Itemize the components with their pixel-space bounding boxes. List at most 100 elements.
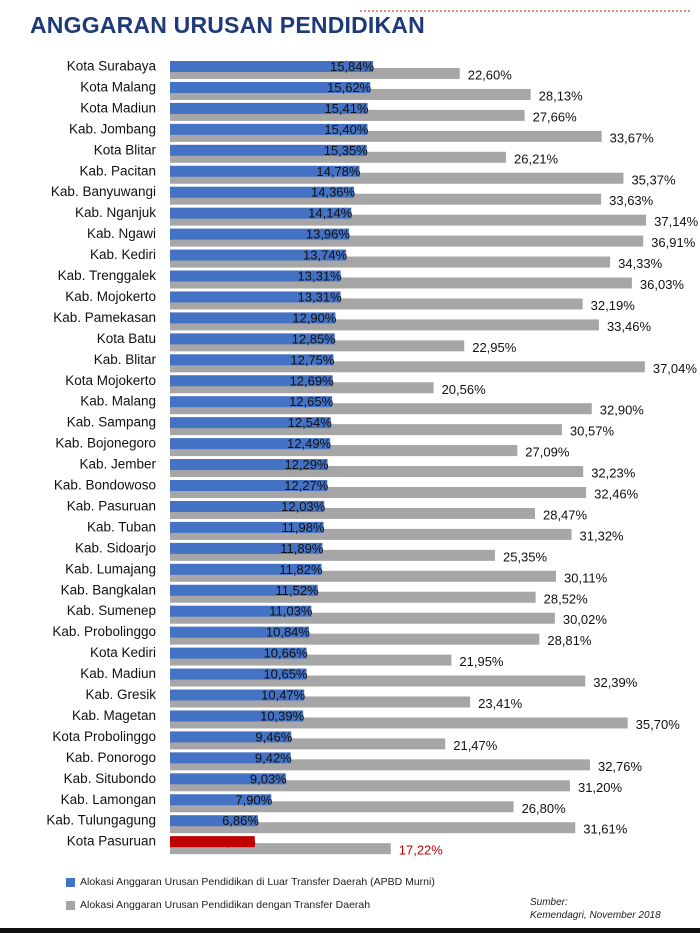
legend-label-transfer: Alokasi Anggaran Urusan Pendidikan denga…: [80, 899, 371, 911]
bar-apbd: [170, 186, 355, 198]
category-label: Kab. Ponorogo: [66, 750, 156, 765]
value-label-transfer: 21,95%: [459, 654, 504, 669]
category-label: Kab. Banyuwangi: [51, 184, 156, 199]
value-label-transfer: 25,35%: [503, 549, 548, 564]
value-label-transfer: 27,66%: [533, 109, 578, 124]
bar-transfer: [170, 403, 592, 415]
bar-apbd: [170, 438, 331, 450]
value-label-apbd: 13,74%: [303, 248, 348, 263]
legend-swatch-apbd: [66, 877, 75, 887]
value-label-apbd: 15,62%: [327, 80, 372, 95]
value-label-transfer: 32,76%: [598, 759, 643, 774]
source-text: Kemendagri, November 2018: [530, 910, 661, 921]
category-label: Kab. Lumajang: [65, 561, 156, 576]
category-label: Kab. Magetan: [72, 708, 156, 723]
bar-transfer: [170, 633, 540, 645]
bar-transfer: [170, 235, 644, 247]
bar-transfer: [170, 507, 535, 519]
category-label: Kab. Jombang: [69, 121, 156, 136]
value-label-transfer: 31,20%: [578, 780, 623, 795]
bar-transfer: [170, 591, 536, 603]
value-label-apbd: 15,84%: [330, 59, 375, 74]
value-label-transfer: 28,81%: [547, 633, 592, 648]
value-label-apbd: 11,89%: [280, 541, 324, 556]
category-label: Kab. Nganjuk: [75, 205, 156, 220]
bar-transfer: [170, 528, 572, 540]
bar-transfer: [170, 570, 557, 582]
category-label: Kab. Madiun: [80, 666, 156, 681]
bar-transfer: [170, 424, 562, 436]
bar-apbd: [170, 81, 371, 93]
category-label: Kab. Jember: [79, 457, 156, 472]
value-label-transfer: 33,63%: [609, 193, 654, 208]
bar-apbd: [170, 228, 349, 240]
bar-apbd: [170, 773, 286, 785]
value-label-apbd: 10,65%: [263, 667, 308, 682]
bar-apbd: [170, 375, 333, 387]
bar-apbd: [170, 584, 318, 596]
value-label-transfer: 36,03%: [640, 277, 685, 292]
value-label-apbd: 12,29%: [284, 457, 329, 472]
category-label: Kab. Lamongan: [61, 792, 156, 807]
bar-apbd: [170, 794, 272, 806]
value-label-apbd: 15,35%: [324, 143, 369, 158]
category-label: Kab. Tuban: [87, 519, 156, 534]
bar-transfer: [170, 717, 628, 729]
bar-apbd: [170, 626, 309, 638]
value-label-apbd: 11,82%: [279, 562, 323, 577]
bar-apbd: [170, 542, 323, 554]
bar-apbd: [170, 61, 374, 72]
value-label-transfer: 31,61%: [583, 822, 628, 837]
bar-transfer: [170, 193, 602, 205]
bar-transfer: [170, 172, 624, 184]
value-label-transfer: 32,19%: [591, 298, 636, 313]
value-label-transfer: 28,52%: [544, 591, 589, 606]
value-label-transfer: 33,67%: [610, 130, 655, 145]
decorative-dotted-line: [360, 10, 690, 12]
value-label-transfer: 34,33%: [618, 256, 663, 271]
category-label: Kota Surabaya: [67, 59, 157, 74]
bar-apbd: [170, 396, 333, 408]
value-label-apbd: 15,40%: [324, 122, 369, 137]
bar-transfer: [170, 361, 645, 373]
bar-apbd: [170, 710, 304, 722]
value-label-apbd: 6,61%: [219, 834, 256, 849]
bar-apbd: [170, 249, 347, 261]
value-label-apbd: 12,27%: [284, 478, 329, 493]
value-label-apbd: 14,78%: [316, 164, 361, 179]
value-label-transfer: 37,04%: [653, 361, 698, 376]
value-label-apbd: 9,42%: [255, 750, 292, 765]
value-label-transfer: 31,32%: [580, 528, 625, 543]
value-label-apbd: 12,85%: [292, 331, 337, 346]
bar-apbd: [170, 102, 368, 114]
value-label-transfer: 28,47%: [543, 507, 588, 522]
category-label: Kab. Bojonegoro: [55, 436, 156, 451]
category-label: Kab. Pasuruan: [67, 498, 156, 513]
value-label-apbd: 14,36%: [311, 185, 356, 200]
bar-transfer: [170, 277, 632, 289]
bar-transfer: [170, 801, 514, 813]
bar-apbd: [170, 123, 368, 135]
bar-transfer: [170, 340, 465, 352]
value-label-transfer: 26,21%: [514, 151, 559, 166]
value-label-apbd: 12,69%: [290, 373, 335, 388]
category-label: Kab. Malang: [80, 394, 156, 409]
bar-transfer: [170, 654, 452, 666]
legend-label-apbd: Alokasi Anggaran Urusan Pendidikan di Lu…: [80, 876, 435, 888]
category-label: Kab. Sumenep: [67, 603, 156, 618]
bar-transfer: [170, 151, 507, 163]
category-label: Kab. Situbondo: [64, 771, 156, 786]
value-label-apbd: 9,03%: [250, 771, 287, 786]
category-label: Kab. Bangkalan: [61, 582, 156, 597]
bar-transfer: [170, 445, 518, 457]
source-label: Sumber:: [530, 897, 568, 908]
value-label-apbd: 12,90%: [292, 310, 337, 325]
value-label-apbd: 12,49%: [287, 436, 332, 451]
category-label: Kab. Sampang: [67, 415, 156, 430]
bar-transfer: [170, 843, 391, 855]
value-label-apbd: 6,86%: [222, 813, 259, 828]
bar-transfer: [170, 466, 584, 478]
category-label: Kota Blitar: [94, 142, 157, 157]
bar-apbd: [170, 459, 328, 471]
bar-transfer: [170, 256, 611, 268]
